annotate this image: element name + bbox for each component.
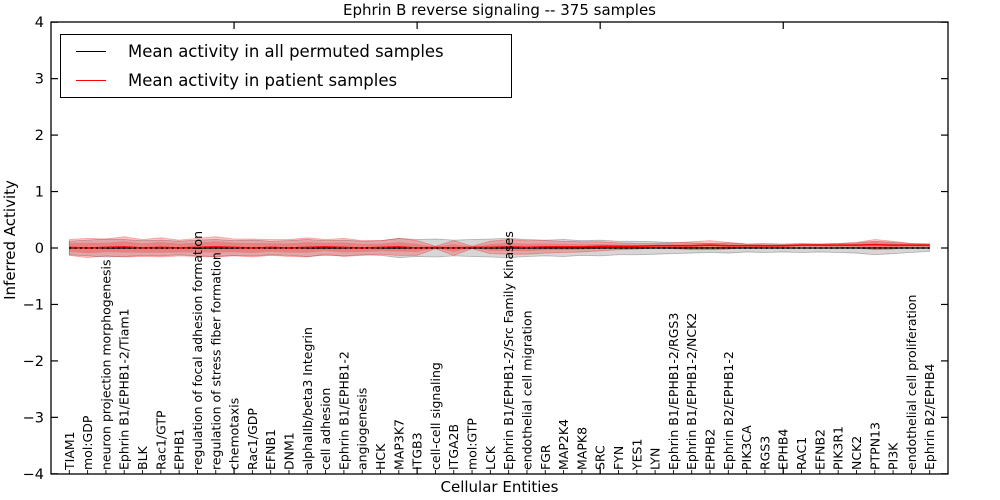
x-category-label: Ephrin B2/EPHB1-2 — [721, 351, 736, 470]
legend-line-red — [76, 80, 106, 81]
x-category-label: endothelial cell migration — [519, 310, 534, 470]
x-category-label: angiogenesis — [355, 388, 370, 470]
y-tick-label: −2 — [23, 354, 44, 370]
x-category-label: PIK3CA — [739, 425, 754, 470]
x-category-label: LYN — [648, 448, 663, 470]
legend-entry-permuted: Mean activity in all permuted samples — [61, 37, 511, 66]
x-category-label: mol:GDP — [80, 415, 95, 470]
legend-label-permuted: Mean activity in all permuted samples — [128, 42, 444, 61]
x-category-label: Ephrin B1/EPHB1-2 — [336, 351, 351, 470]
x-category-label: Ephrin B1/EPHB1-2/Tiam1 — [117, 308, 132, 470]
y-tick-label: 3 — [35, 72, 44, 88]
legend: Mean activity in all permuted samples Me… — [60, 34, 512, 98]
x-category-label: Rac1/GDP — [245, 408, 260, 470]
y-tick-label: 4 — [35, 15, 44, 31]
x-category-label: cell-cell signaling — [428, 362, 443, 470]
x-category-label: MAP3K7 — [391, 419, 406, 470]
y-axis-label: Inferred Activity — [1, 180, 19, 300]
x-category-label: regulation of focal adhesion formation — [190, 231, 205, 470]
x-category-label: Ephrin B1/EPHB1-2/NCK2 — [684, 313, 699, 470]
x-category-label: DNM1 — [281, 432, 296, 470]
x-category-label: MAP2K4 — [556, 419, 571, 470]
x-category-label: FGR — [538, 444, 553, 470]
x-category-label: NCK2 — [849, 436, 864, 470]
x-category-label: YES1 — [629, 439, 644, 471]
mean-line-patient — [69, 243, 930, 249]
x-category-label: EPHB2 — [703, 429, 718, 470]
x-category-label: Ephrin B1/EPHB1-2/RGS3 — [666, 313, 681, 470]
x-category-label: ITGA2B — [446, 424, 461, 470]
x-category-label: endothelial cell proliferation — [904, 295, 919, 470]
y-tick-label: 1 — [35, 185, 44, 201]
x-category-label: ITGB3 — [410, 432, 425, 470]
y-tick-label: −4 — [23, 467, 44, 483]
legend-line-black — [76, 51, 106, 52]
y-tick-label: 0 — [35, 241, 44, 257]
x-category-label: EFNB1 — [263, 429, 278, 470]
x-category-label: mol:GTP — [465, 418, 480, 470]
x-category-label: LCK — [483, 445, 498, 470]
x-category-label: PI3K — [886, 442, 901, 470]
y-tick-label: −1 — [23, 297, 44, 313]
x-category-label: PTPN13 — [867, 422, 882, 470]
x-category-label: EFNB2 — [812, 429, 827, 470]
x-category-label: chemotaxis — [227, 398, 242, 470]
chart-title: Ephrin B reverse signaling -- 375 sample… — [342, 1, 656, 19]
x-category-label: alphaIIb/beta3 Integrin — [300, 327, 315, 470]
y-tick-label: −3 — [23, 410, 44, 426]
x-category-label: HCK — [373, 443, 388, 470]
x-category-label: SRC — [593, 445, 608, 470]
x-category-label: BLK — [135, 445, 150, 470]
x-category-label: Ephrin B1/EPHB1-2/Src Family Kinases — [501, 231, 516, 470]
x-category-label: EPHB4 — [776, 429, 791, 470]
x-category-label: RAC1 — [794, 437, 809, 470]
x-category-label: cell adhesion — [318, 388, 333, 470]
y-tick-label: 2 — [35, 128, 44, 144]
x-category-label: PIK3R1 — [831, 426, 846, 470]
x-category-label: EPHB1 — [172, 429, 187, 470]
x-category-label: Ephrin B2/EPHB4 — [922, 364, 937, 470]
legend-label-patient: Mean activity in patient samples — [128, 71, 398, 90]
x-category-label: FYN — [611, 446, 626, 470]
x-category-label: MAPK8 — [574, 427, 589, 470]
x-axis-label: Cellular Entities — [440, 478, 559, 496]
x-category-label: RGS3 — [757, 436, 772, 470]
x-category-label: Rac1/GTP — [153, 410, 168, 470]
x-category-label: regulation of stress fiber formation — [208, 252, 223, 470]
legend-entry-patient: Mean activity in patient samples — [61, 66, 511, 95]
x-category-label: neuron projection morphogenesis — [98, 259, 113, 470]
x-category-label: TIAM1 — [62, 431, 77, 471]
